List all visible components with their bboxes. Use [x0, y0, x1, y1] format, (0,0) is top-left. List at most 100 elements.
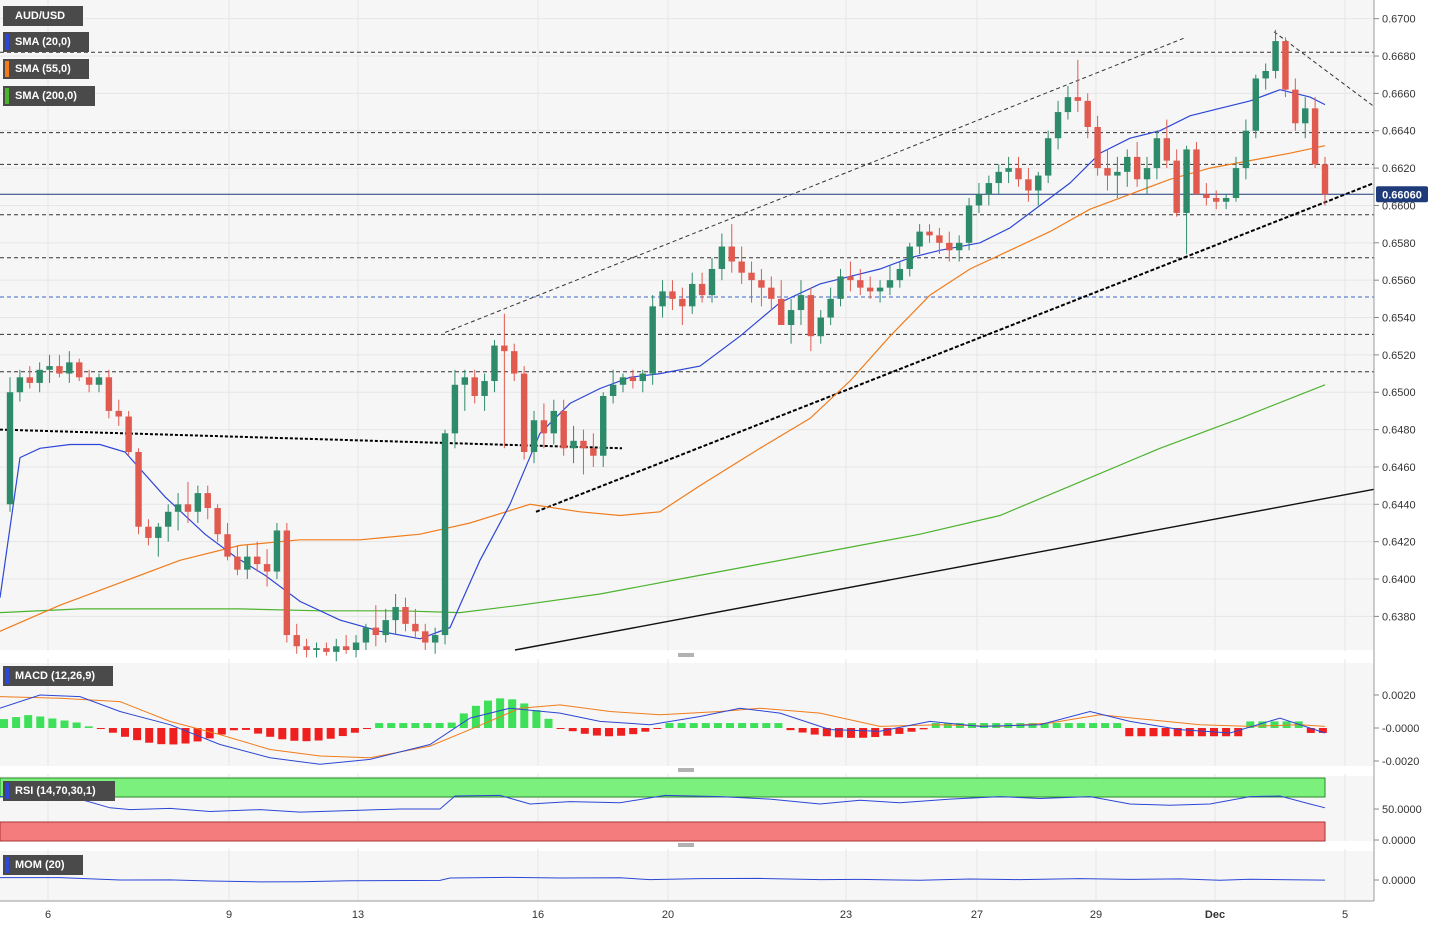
- y-tick-label: 0.6620: [1382, 163, 1416, 175]
- legend-sma-20[interactable]: SMA (20,0): [3, 32, 89, 52]
- macd-bar: [774, 723, 783, 728]
- macd-bar: [1101, 723, 1110, 728]
- candle-body: [283, 530, 291, 636]
- time-axis: 6 9 13 16 20 23 27 29 Dec 5: [0, 900, 1374, 921]
- candle-body: [273, 530, 281, 572]
- candle-body: [679, 298, 686, 307]
- candle-body: [995, 171, 1002, 184]
- macd-bar: [145, 728, 154, 743]
- macd-bar: [738, 723, 747, 728]
- sma20-line: [0, 89, 1326, 640]
- macd-bar: [1270, 721, 1279, 728]
- macd-bar: [447, 722, 456, 728]
- candle-body: [698, 283, 706, 296]
- trendline: [0, 428, 623, 450]
- candle-body: [896, 268, 904, 281]
- candle-body: [1193, 149, 1200, 195]
- y-tick-label: 0.6560: [1382, 275, 1416, 287]
- candle-body: [1133, 156, 1141, 180]
- candle-body: [431, 635, 439, 643]
- x-tick-label: 6: [45, 909, 51, 921]
- macd-bar: [871, 728, 880, 738]
- candle-body: [926, 231, 933, 236]
- candle-body: [1025, 179, 1032, 191]
- x-tick-label: 29: [1090, 909, 1102, 921]
- candle-body: [1114, 171, 1121, 176]
- candle-body: [491, 345, 498, 382]
- candle-body: [36, 369, 43, 383]
- x-tick-label: 13: [352, 909, 364, 921]
- macd-bar: [629, 728, 638, 735]
- macd-bar: [568, 728, 577, 732]
- candle-body: [1292, 89, 1299, 124]
- panel-gap: [0, 651, 1374, 659]
- y-tick-label: 0.6700: [1382, 14, 1416, 26]
- rsi-tick-label: 50.0000: [1382, 804, 1422, 816]
- rsi-label[interactable]: RSI (14,70,30,1): [3, 781, 115, 801]
- macd-bar: [36, 716, 45, 728]
- macd-bar: [1125, 728, 1134, 737]
- rsi-tick-label: 0.0000: [1382, 835, 1416, 847]
- macd-bar: [1137, 728, 1146, 737]
- sma200-line: [0, 384, 1326, 614]
- candle-body: [501, 345, 508, 352]
- macd-bar: [713, 723, 722, 728]
- macd-bar: [363, 728, 371, 729]
- macd-bar: [314, 728, 323, 741]
- candle-body: [639, 373, 646, 382]
- mom-label[interactable]: MOM (20): [3, 855, 83, 875]
- candle-body: [204, 493, 211, 509]
- candle-body: [936, 235, 943, 243]
- macd-swatch: [5, 668, 9, 684]
- candle-body: [787, 310, 795, 325]
- candle-body: [847, 276, 854, 281]
- legend-sma-55[interactable]: SMA (55,0): [3, 59, 89, 79]
- trendline: [535, 182, 1375, 513]
- candle-body: [293, 635, 300, 647]
- candle-body: [402, 607, 409, 624]
- macd-bar: [423, 723, 432, 728]
- macd-bar: [859, 728, 868, 738]
- macd-bar: [181, 728, 190, 744]
- macd-bar: [72, 722, 81, 728]
- macd-bar: [847, 728, 855, 738]
- macd-bar: [653, 728, 662, 729]
- candle-body: [155, 526, 162, 538]
- macd-bar: [1040, 723, 1049, 728]
- macd-bar: [411, 723, 420, 728]
- instrument-label: AUD/USD: [3, 6, 83, 26]
- candle-body: [263, 564, 271, 572]
- macd-bar: [931, 723, 940, 728]
- macd-label[interactable]: MACD (12,26,9): [3, 666, 113, 686]
- mom-panel-bg: [0, 851, 1374, 901]
- macd-bar: [290, 728, 299, 741]
- macd-bar: [641, 728, 650, 732]
- sma55-swatch: [5, 61, 9, 77]
- candle-body: [777, 298, 785, 325]
- macd-bar: [762, 723, 771, 728]
- candle-body: [422, 631, 429, 643]
- candle-body: [946, 242, 953, 251]
- legend-label-sma20: SMA (20,0): [15, 36, 71, 48]
- macd-tick-label: -0.0000: [1382, 723, 1419, 735]
- price-axis: 0.6700 0.6680 0.6660 0.6640 0.6620 0.6600 0.65…: [1373, 0, 1422, 901]
- legend-sma-200[interactable]: SMA (200,0): [3, 86, 95, 106]
- candle-body: [570, 440, 577, 449]
- candle-body: [1064, 97, 1072, 113]
- candle-body: [1035, 175, 1042, 191]
- macd-bar: [0, 719, 8, 728]
- horizontal-levels: [0, 51, 1374, 373]
- candle-body: [718, 246, 726, 269]
- y-tick-label: 0.6640: [1382, 126, 1416, 138]
- macd-bar: [193, 728, 202, 742]
- macd-bar: [580, 728, 589, 734]
- candle-body: [886, 280, 894, 288]
- macd-bar: [605, 728, 613, 737]
- macd-bar: [121, 728, 129, 737]
- candle-body: [530, 420, 538, 453]
- candle-body: [1282, 41, 1289, 90]
- x-tick-label: 5: [1342, 909, 1348, 921]
- candle-body: [1153, 138, 1161, 169]
- rsi-overbought-zone: [0, 777, 1326, 798]
- macd-bar: [1222, 728, 1231, 737]
